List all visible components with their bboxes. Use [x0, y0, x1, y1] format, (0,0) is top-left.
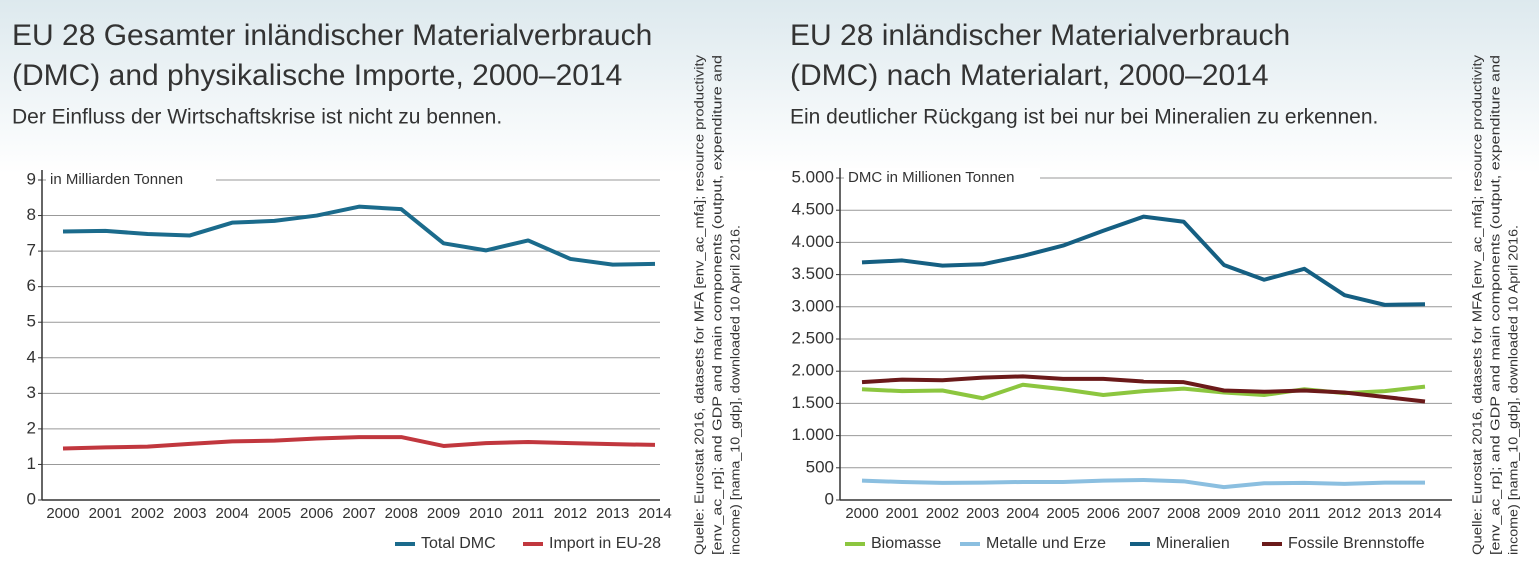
x-tick-label: 2004 — [1006, 505, 1039, 522]
legend-label: Biomasse — [871, 535, 941, 552]
x-tick-label: 2006 — [300, 505, 333, 522]
x-tick-label: 2003 — [173, 505, 206, 522]
chart-subtitle: Der Einfluss der Wirtschaftskrise ist ni… — [12, 106, 502, 129]
source-note: Quelle: Eurostat 2016, datasets for MFA … — [1469, 54, 1484, 555]
y-tick-label: 4.000 — [791, 232, 834, 251]
x-tick-label: 2009 — [1207, 505, 1240, 522]
y-tick-label: 2.500 — [791, 328, 834, 347]
series-line — [861, 374, 1426, 404]
y-tick-label: 7 — [27, 241, 36, 260]
x-tick-label: 2012 — [554, 505, 587, 522]
series-line — [861, 478, 1425, 490]
x-tick-label: 2005 — [258, 505, 291, 522]
chart-subtitle: Ein deutlicher Rückgang ist bei nur bei … — [790, 106, 1378, 129]
y-tick-label: 4 — [27, 347, 36, 366]
y-tick-label: 5 — [27, 312, 36, 331]
legend-label: Metalle und Erze — [986, 535, 1106, 552]
legend-label: Import in EU-28 — [549, 535, 661, 552]
x-tick-label: 2014 — [1408, 505, 1441, 522]
y-tick-label: 1 — [27, 454, 36, 473]
y-tick-label: 0 — [27, 489, 36, 508]
y-tick-label: 3.500 — [791, 264, 834, 283]
x-tick-label: 2010 — [1247, 505, 1280, 522]
x-tick-label: 2007 — [342, 505, 375, 522]
y-tick-label: 3.000 — [791, 296, 834, 315]
y-axis-label: DMC in Millionen Tonnen — [848, 169, 1014, 186]
chart-title: EU 28 Gesamter inländischer Materialverb… — [12, 19, 652, 52]
x-tick-label: 2013 — [1368, 505, 1401, 522]
x-tick-label: 2013 — [596, 505, 629, 522]
y-axis-label: in Milliarden Tonnen — [50, 171, 183, 188]
x-tick-label: 2001 — [89, 505, 122, 522]
source-note: Quelle: Eurostat 2016, datasets for MFA … — [691, 54, 706, 555]
y-tick-label: 5.000 — [791, 167, 834, 186]
x-tick-label: 2000 — [46, 505, 79, 522]
y-tick-label: 6 — [27, 276, 36, 295]
x-tick-label: 2014 — [638, 505, 671, 522]
x-tick-label: 2007 — [1127, 505, 1160, 522]
x-tick-label: 2011 — [512, 505, 544, 522]
source-note: income) [nama_10_gdp], downloaded 10 Apr… — [1505, 225, 1520, 555]
x-tick-label: 2006 — [1087, 505, 1120, 522]
x-tick-label: 2002 — [131, 505, 164, 522]
x-tick-label: 2002 — [926, 505, 959, 522]
chart-title: (DMC) and physikalische Importe, 2000–20… — [12, 59, 622, 92]
x-tick-label: 2010 — [469, 505, 502, 522]
series-line — [62, 204, 656, 267]
x-tick-label: 2012 — [1328, 505, 1361, 522]
y-tick-label: 4.500 — [791, 200, 834, 219]
x-tick-label: 2005 — [1046, 505, 1079, 522]
y-tick-label: 9 — [27, 169, 36, 188]
x-tick-label: 2000 — [845, 505, 878, 522]
chart-title: (DMC) nach Materialart, 2000–2014 — [790, 59, 1269, 92]
legend-label: Mineralien — [1156, 535, 1230, 552]
x-tick-label: 2008 — [385, 505, 418, 522]
x-tick-label: 2011 — [1288, 505, 1320, 522]
y-tick-label: 8 — [27, 205, 36, 224]
y-tick-label: 2.000 — [791, 361, 834, 380]
y-tick-label: 0 — [825, 489, 834, 508]
label-bg — [844, 168, 1040, 188]
y-tick-label: 1.000 — [791, 425, 834, 444]
legend-label: Fossile Brennstoffe — [1288, 535, 1425, 552]
x-tick-label: 2009 — [427, 505, 460, 522]
source-note: income) [nama_10_gdp], downloaded 10 Apr… — [727, 225, 742, 555]
series-line — [62, 435, 656, 451]
y-tick-label: 2 — [27, 418, 36, 437]
x-tick-label: 2003 — [966, 505, 999, 522]
y-tick-label: 500 — [806, 457, 834, 476]
legend-label: Total DMC — [421, 535, 496, 552]
label-bg — [46, 170, 216, 190]
x-tick-label: 2008 — [1167, 505, 1200, 522]
chart-title: EU 28 inländischer Materialverbrauch — [790, 19, 1290, 52]
y-tick-label: 3 — [27, 383, 36, 402]
x-tick-label: 2004 — [215, 505, 248, 522]
source-note: [env_ac_rp]; and GDP and main components… — [1487, 55, 1502, 555]
x-tick-label: 2001 — [886, 505, 919, 522]
source-note: [env_ac_rp]; and GDP and main components… — [709, 55, 724, 555]
y-tick-label: 1.500 — [791, 393, 834, 412]
series-line — [861, 214, 1426, 307]
